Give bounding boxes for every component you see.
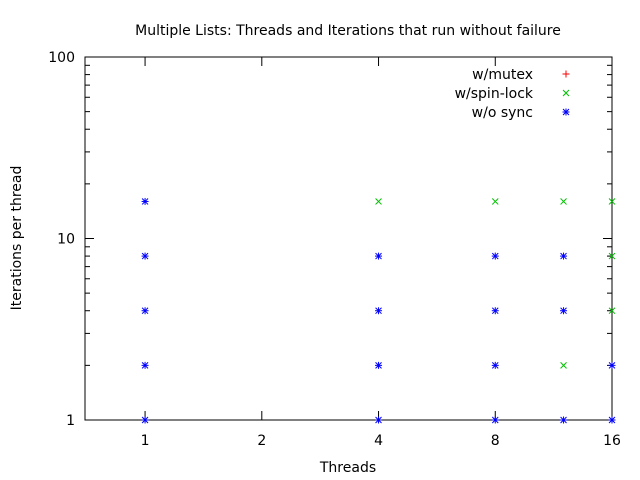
data-point [375,361,383,369]
legend: w/mutex w/spin-lock w/o sync [455,67,570,121]
legend-label: w/mutex [472,67,533,83]
data-point [560,307,568,315]
legend-marker [562,70,570,78]
legend-label: w/o sync [472,105,533,121]
data-point [608,416,616,424]
data-point [375,416,383,424]
y-tick-label: 10 [57,232,75,248]
y-tick-label: 100 [48,50,75,66]
legend-marker [562,89,570,97]
data-points [141,197,616,424]
legend-marker [562,108,570,116]
x-tick-label: 8 [491,433,500,449]
data-point [491,198,499,205]
data-point [491,307,499,315]
data-point [560,362,567,369]
data-point [560,416,568,424]
data-point [375,198,382,205]
x-tick-label: 2 [257,433,266,449]
legend-label: w/spin-lock [455,86,534,102]
chart-title: Multiple Lists: Threads and Iterations t… [135,23,561,39]
y-axis-label: Iterations per thread [9,166,25,311]
x-tick-label: 1 [141,433,150,449]
data-point [608,307,616,315]
axis-tick-labels: 1 2 4 8 16 1 10 100 [48,50,621,449]
data-point [141,197,149,205]
data-point [375,252,383,260]
data-point [608,252,616,260]
data-point [608,198,616,205]
x-tick-label: 16 [603,433,621,449]
x-axis-label: Threads [319,460,376,476]
data-point [141,416,149,424]
data-point [491,252,499,260]
data-point [560,198,567,205]
data-point [560,252,568,260]
data-point [375,307,383,315]
data-point [141,361,149,369]
data-point [608,361,616,369]
data-point [491,361,499,369]
data-point [141,307,149,315]
y-tick-label: 1 [66,413,75,429]
x-tick-label: 4 [374,433,383,449]
data-point [491,416,499,424]
data-point [141,252,149,260]
